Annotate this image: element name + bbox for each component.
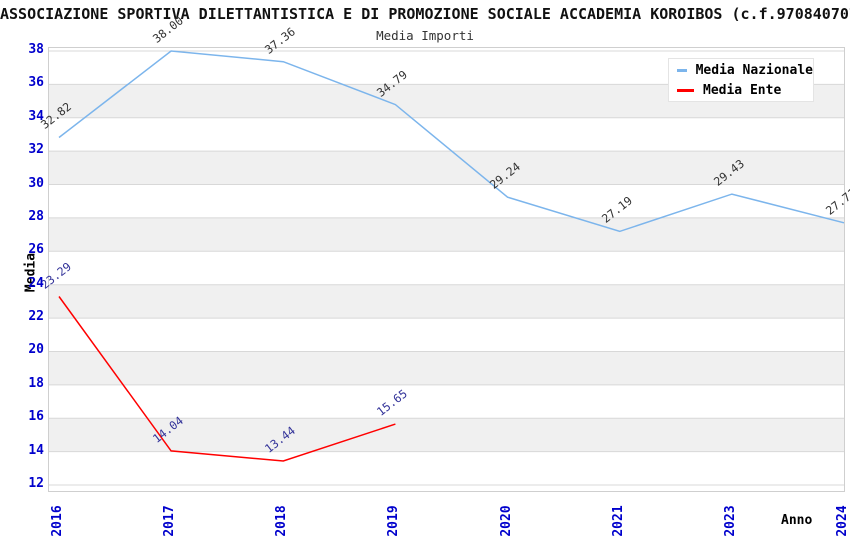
legend-label-ente: Media Ente: [703, 82, 782, 98]
y-tick-label: 26: [28, 242, 44, 258]
plot-band: [49, 284, 844, 319]
y-tick-label: 32: [28, 142, 44, 158]
x-tick-label: 2024: [835, 505, 850, 537]
chart-title: ASSOCIAZIONE SPORTIVA DILETTANTISTICA E …: [0, 5, 850, 23]
y-tick-label: 22: [28, 309, 44, 325]
x-tick-label: 2018: [274, 505, 290, 537]
y-tick-label: 38: [28, 42, 44, 57]
legend-label-nazionale: Media Nazionale: [695, 62, 813, 78]
legend-item-media-nazionale: Media Nazionale: [669, 62, 813, 78]
plot-band: [49, 151, 844, 185]
legend-item-media-ente: Media Ente: [669, 82, 813, 98]
legend: Media Nazionale Media Ente: [668, 58, 814, 102]
y-tick-label: 30: [28, 175, 44, 191]
y-tick-label: 12: [28, 476, 44, 491]
line-swatch-ente-icon: [677, 88, 694, 92]
y-tick-label: 20: [28, 342, 44, 358]
chart-subtitle: Media Importi: [376, 28, 474, 43]
plot-band: [49, 217, 844, 252]
y-tick-label: 24: [28, 275, 44, 291]
x-tick-label: 2017: [162, 505, 178, 537]
y-tick-label: 36: [28, 75, 44, 91]
y-tick-label: 34: [28, 108, 44, 124]
x-tick-label: 2019: [386, 505, 402, 537]
y-tick-label: 18: [28, 375, 44, 391]
y-tick-label: 28: [28, 208, 44, 224]
x-tick-label: 2016: [50, 505, 65, 537]
plot-svg: [49, 50, 845, 486]
x-tick-label: 2021: [610, 505, 626, 537]
x-tick-label: 2020: [498, 505, 514, 537]
x-tick-label: 2023: [722, 505, 738, 537]
plot-area: 32.82 38.00 37.36 34.79 29.24 27.19 29.43 27.71…: [38, 13, 850, 492]
plot-band: [49, 351, 844, 385]
series-line-ente: [58, 296, 396, 462]
line-swatch-nazionale-icon: [677, 68, 687, 72]
series-line-nazionale: [58, 50, 845, 233]
plot-band: [49, 418, 844, 452]
x-axis-title: Anno: [781, 513, 813, 528]
y-tick-label: 16: [28, 409, 44, 425]
y-tick-label: 14: [28, 442, 44, 458]
